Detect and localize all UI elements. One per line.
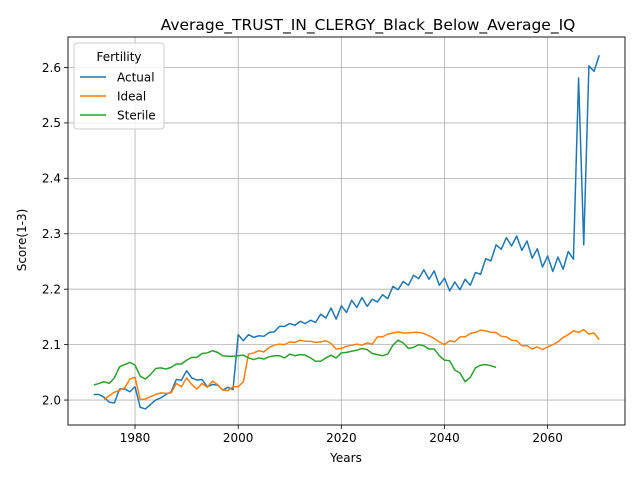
y-tick-label: 2.5 — [42, 116, 61, 130]
y-tick-label: 2.2 — [42, 283, 61, 297]
y-tick-label: 2.0 — [42, 393, 61, 407]
series-layer — [93, 55, 600, 410]
legend-box — [73, 42, 165, 130]
x-tick-label: 2060 — [532, 431, 563, 445]
x-tick-label: 2020 — [326, 431, 357, 445]
x-axis-label: Years — [329, 451, 362, 465]
legend-label-ideal: Ideal — [117, 89, 146, 103]
legend-label-actual: Actual — [117, 70, 155, 84]
plot-frame — [67, 36, 626, 426]
x-tick-label: 2000 — [223, 431, 254, 445]
y-tick-label: 2.4 — [42, 172, 61, 186]
legend-label-sterile: Sterile — [117, 108, 156, 122]
grid-y — [68, 67, 625, 401]
y-tick-label: 2.1 — [42, 338, 61, 352]
y-axis-label: Score(1-3) — [15, 209, 29, 272]
x-tick-label: 2040 — [429, 431, 460, 445]
series-line-actual — [93, 55, 600, 410]
series-line-sterile — [93, 339, 497, 386]
y-axis-ticks: 2.0 2.1 2.2 2.3 2.4 2.5 2.6 — [42, 61, 68, 407]
legend-title: Fertility — [96, 50, 141, 64]
x-tick-label: 1980 — [120, 431, 151, 445]
series-line-ideal — [103, 328, 600, 401]
chart-title: Average_TRUST_IN_CLERGY_Black_Below_Aver… — [161, 16, 576, 35]
y-tick-label: 2.3 — [42, 227, 61, 241]
y-tick-label: 2.6 — [42, 61, 61, 75]
legend: Fertility Actual Ideal Sterile — [73, 42, 165, 130]
x-axis-ticks: 1980 2000 2020 2040 2060 — [120, 425, 563, 445]
